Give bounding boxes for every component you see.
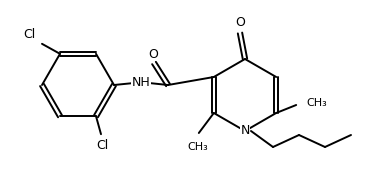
Text: O: O	[235, 16, 245, 29]
Text: NH: NH	[132, 77, 150, 90]
Text: O: O	[148, 47, 158, 60]
Text: CH₃: CH₃	[306, 98, 327, 108]
Text: CH₃: CH₃	[188, 142, 208, 152]
Text: N: N	[240, 125, 250, 138]
Text: Cl: Cl	[23, 28, 35, 41]
Text: Cl: Cl	[96, 139, 108, 152]
